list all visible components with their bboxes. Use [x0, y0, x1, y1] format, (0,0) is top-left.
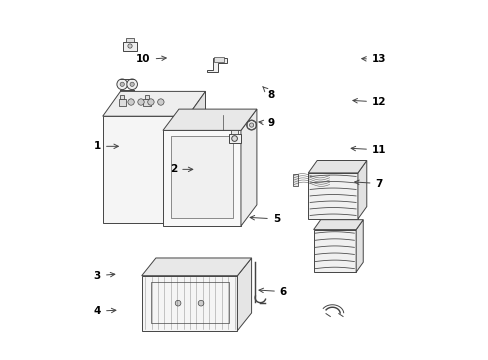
Text: 4: 4	[94, 306, 116, 316]
Bar	[150, 282, 228, 323]
Circle shape	[147, 99, 154, 105]
Bar	[120, 95, 124, 99]
Bar	[119, 99, 125, 105]
Circle shape	[128, 99, 134, 105]
Bar	[213, 57, 223, 62]
Polygon shape	[355, 220, 363, 272]
Text: 2: 2	[170, 165, 192, 174]
Circle shape	[231, 136, 237, 141]
Polygon shape	[307, 173, 357, 219]
Text: 10: 10	[136, 54, 166, 64]
Polygon shape	[307, 161, 366, 173]
Text: 7: 7	[354, 179, 382, 189]
Bar	[144, 95, 149, 99]
Bar	[228, 134, 241, 143]
Polygon shape	[313, 230, 355, 272]
Polygon shape	[170, 136, 233, 218]
Polygon shape	[142, 276, 237, 330]
Text: 5: 5	[250, 214, 280, 224]
Circle shape	[157, 99, 163, 105]
Polygon shape	[357, 161, 366, 219]
Text: 11: 11	[350, 145, 386, 155]
Polygon shape	[163, 130, 241, 226]
Polygon shape	[207, 58, 226, 72]
Text: 6: 6	[259, 287, 286, 297]
Polygon shape	[142, 258, 251, 276]
Polygon shape	[237, 258, 251, 330]
Bar	[293, 174, 297, 186]
Bar	[123, 42, 137, 51]
Text: 12: 12	[352, 97, 386, 107]
Bar	[231, 130, 237, 134]
Circle shape	[198, 300, 203, 306]
Circle shape	[249, 123, 253, 127]
Bar	[143, 99, 150, 105]
Circle shape	[246, 120, 256, 130]
Text: 8: 8	[262, 86, 274, 100]
Text: 3: 3	[94, 271, 115, 281]
Polygon shape	[241, 109, 256, 226]
Bar	[126, 38, 134, 42]
Circle shape	[138, 99, 144, 105]
Text: 1: 1	[94, 141, 118, 151]
Polygon shape	[187, 91, 205, 222]
Circle shape	[130, 82, 134, 86]
Polygon shape	[102, 116, 187, 222]
Polygon shape	[313, 220, 363, 230]
Circle shape	[175, 300, 181, 306]
Polygon shape	[163, 109, 256, 130]
Text: 13: 13	[361, 54, 386, 64]
Text: 9: 9	[259, 118, 274, 128]
Circle shape	[128, 44, 132, 48]
Circle shape	[117, 79, 127, 90]
Bar	[325, 175, 330, 184]
Circle shape	[120, 82, 124, 86]
Circle shape	[126, 79, 137, 90]
Polygon shape	[102, 91, 205, 116]
